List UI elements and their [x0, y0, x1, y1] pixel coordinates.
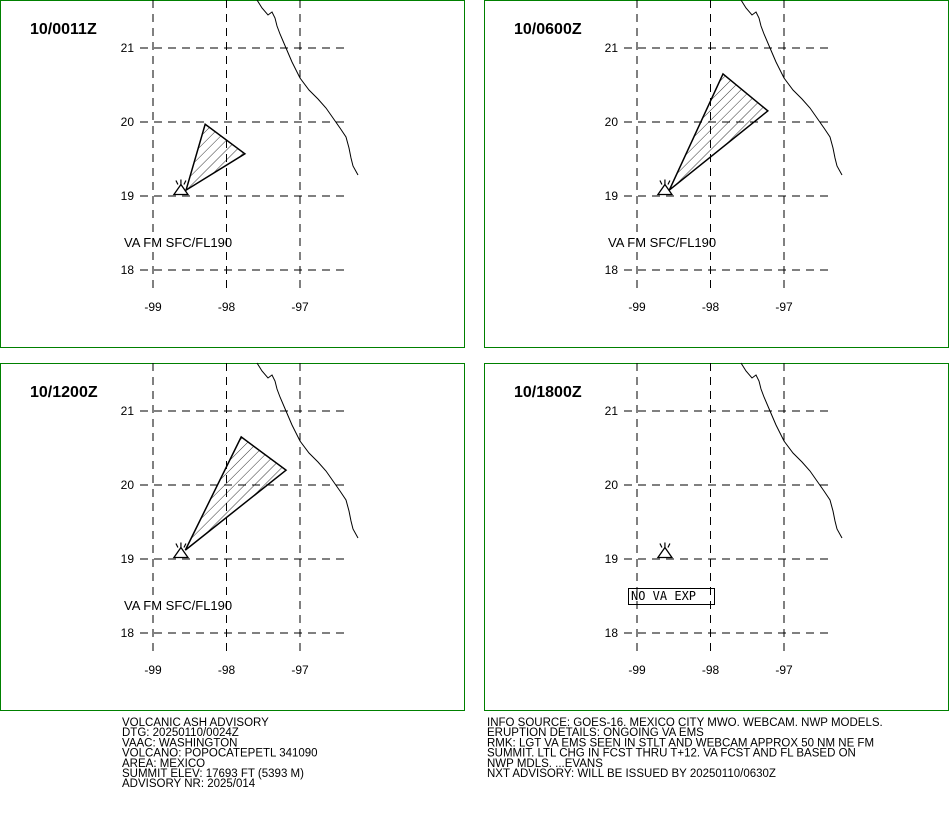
valid-time: 10/0600Z [514, 21, 582, 38]
advisory-line: DTG: 20250110/0024Z [122, 727, 239, 739]
volcano-plume [659, 542, 671, 548]
lat-tick-label: 21 [605, 41, 619, 55]
lat-tick-label: 19 [121, 189, 135, 203]
advisory-line: AREA: MEXICO [122, 758, 205, 770]
panel-frame [484, 0, 949, 348]
lon-tick-label: -99 [144, 300, 162, 314]
volcano-triangle [656, 546, 674, 559]
lat-tick-label: 20 [605, 115, 619, 129]
lat-tick-label: 18 [121, 626, 135, 640]
advisory-line: SUMMIT. LTL CHG IN FCST THRU T+12. VA FC… [487, 748, 856, 760]
lat-tick-label: 21 [121, 41, 135, 55]
lon-tick-label: -99 [628, 300, 646, 314]
lon-tick-label: -98 [702, 300, 720, 314]
lon-tick-label: -97 [775, 663, 793, 677]
coastline [256, 362, 359, 539]
volcano-plume [175, 179, 187, 185]
volcano-plume [659, 179, 671, 185]
advisory-line: RMK: LGT VA EMS SEEN IN STLT AND WEBCAM … [487, 737, 874, 749]
volcano-symbol [172, 542, 190, 559]
lat-tick-label: 19 [605, 189, 619, 203]
lat-tick-label: 20 [121, 478, 135, 492]
no-ash-label: NO VA EXP [631, 589, 696, 603]
ash-level-label: VA FM SFC/FL190 [124, 235, 232, 250]
advisory-line: NXT ADVISORY: WILL BE ISSUED BY 20250110… [487, 768, 776, 780]
advisory-line: SUMMIT ELEV: 17693 FT (5393 M) [122, 768, 304, 780]
lat-tick-label: 20 [121, 115, 135, 129]
lon-tick-label: -99 [628, 663, 646, 677]
coastline [740, 0, 843, 176]
lat-tick-label: 19 [121, 552, 135, 566]
lon-tick-label: -98 [218, 663, 236, 677]
panel-frame [0, 363, 465, 711]
advisory-line: ERUPTION DETAILS: ONGOING VA EMS [487, 727, 704, 739]
map-panel: 21 20 19 18 -99 -98 -97 10/0600Z VA FM SFC/FL190 [484, 0, 949, 348]
lat-tick-label: 18 [605, 263, 619, 277]
advisory-line: VOLCANO: POPOCATEPETL 341090 [122, 748, 318, 760]
volcano-triangle [172, 546, 190, 559]
volcano-symbol [656, 542, 674, 559]
valid-time: 10/1200Z [30, 384, 98, 401]
valid-time: 10/0011Z [30, 21, 97, 38]
ash-cloud [184, 435, 288, 551]
map-panel: 21 20 19 18 -99 -98 -97 10/0011Z VA FM SFC/FL190 [0, 0, 465, 348]
panel-frame [484, 363, 949, 711]
map-panel: 21 20 19 18 -99 -98 -97 10/1800Z NO VA EXP [484, 362, 949, 711]
map-panel: 21 20 19 18 -99 -98 -97 10/1200Z VA FM SFC/FL190 [0, 362, 465, 711]
lat-tick-label: 21 [121, 404, 135, 418]
lat-tick-label: 19 [605, 552, 619, 566]
ash-cloud [668, 72, 770, 191]
lon-tick-label: -98 [702, 663, 720, 677]
lon-tick-label: -98 [218, 300, 236, 314]
advisory-line: INFO SOURCE: GOES-16. MEXICO CITY MWO. W… [487, 717, 883, 729]
volcano-plume [175, 542, 187, 548]
lon-tick-label: -97 [291, 663, 309, 677]
lon-tick-label: -99 [144, 663, 162, 677]
coastline [740, 362, 843, 539]
volcano-triangle [172, 183, 190, 196]
lat-tick-label: 21 [605, 404, 619, 418]
ash-level-label: VA FM SFC/FL190 [608, 235, 716, 250]
lon-tick-label: -97 [775, 300, 793, 314]
ash-level-label: VA FM SFC/FL190 [124, 598, 232, 613]
advisory-line: VOLCANIC ASH ADVISORY [122, 717, 269, 729]
volcano-symbol [172, 179, 190, 196]
no-ash-box [628, 588, 715, 605]
volcano-symbol [656, 179, 674, 196]
advisory-line: VAAC: WASHINGTON [122, 737, 237, 749]
coastline [256, 0, 359, 176]
volcano-triangle [656, 183, 674, 196]
advisory-line: NWP MDLS. ...EVANS [487, 758, 603, 770]
ash-cloud [184, 122, 247, 192]
lat-tick-label: 20 [605, 478, 619, 492]
lon-tick-label: -97 [291, 300, 309, 314]
advisory-line: ADVISORY NR: 2025/014 [122, 778, 256, 790]
valid-time: 10/1800Z [514, 384, 582, 401]
lat-tick-label: 18 [605, 626, 619, 640]
panel-frame [0, 0, 465, 348]
lat-tick-label: 18 [121, 263, 135, 277]
